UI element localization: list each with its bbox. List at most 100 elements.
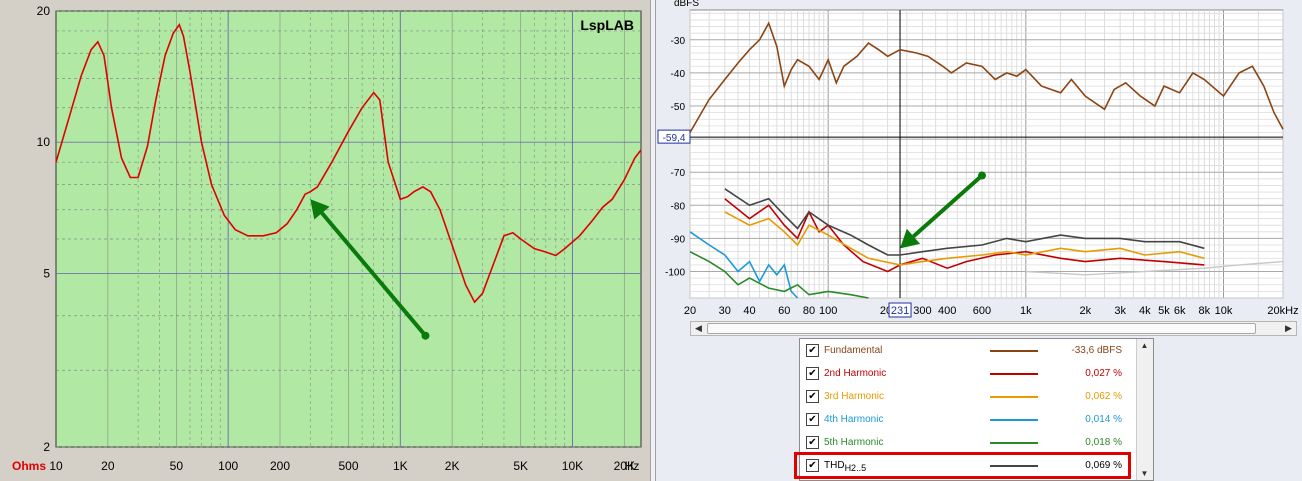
- scroll-left-icon[interactable]: ◀: [695, 323, 702, 333]
- x-tick-label: 500: [338, 459, 358, 473]
- residual-trace: [1025, 260, 1284, 276]
- arrow-tail-dot: [977, 171, 986, 180]
- legend-series-value: 0,018 %: [1085, 437, 1122, 448]
- arrow-shaft: [912, 174, 984, 238]
- visibility-checkbox[interactable]: ✔: [806, 436, 819, 449]
- x-tick-label: 10: [49, 459, 63, 473]
- frequency-scrollbar[interactable]: ◀ ▶: [690, 321, 1297, 336]
- y-unit-label: dBFS: [674, 0, 699, 9]
- panel-splitter[interactable]: [650, 0, 656, 481]
- x-tick-label: 2k: [1080, 305, 1092, 317]
- x-tick-label: 100: [218, 459, 238, 473]
- series-line-3: [724, 211, 1205, 266]
- visibility-checkbox[interactable]: ✔: [806, 344, 819, 357]
- x-tick-label: 400: [938, 305, 956, 317]
- x-tick-label: 50: [170, 459, 184, 473]
- annotation-arrow: [900, 171, 986, 249]
- legend-row[interactable]: ✔ Fundamental -33,6 dBFS: [804, 341, 1126, 361]
- x-tick-label: 40: [743, 305, 755, 317]
- series-line-4: [689, 231, 799, 299]
- y-tick-label: 10: [37, 135, 51, 149]
- legend-series-value: -33,6 dBFS: [1071, 345, 1122, 356]
- cursor-freq-label: 231: [891, 305, 909, 317]
- series-line-1: [689, 21, 1284, 133]
- x-tick-label: 4k: [1139, 305, 1151, 317]
- legend-color-swatch: [990, 465, 1038, 467]
- x-tick-label: 5k: [1158, 305, 1170, 317]
- y-tick-label: -80: [671, 201, 686, 212]
- legend-series-name: Fundamental: [824, 345, 883, 356]
- x-tick-label: 20K: [614, 459, 635, 473]
- y-tick-label: -70: [671, 168, 686, 179]
- x-tick-label: 300: [913, 305, 931, 317]
- harmonics-legend: ✔ Fundamental -33,6 dBFS ✔ 2nd Harmonic 0,027…: [799, 338, 1154, 481]
- y-tick-label: -100: [665, 268, 685, 279]
- legend-color-swatch: [990, 350, 1038, 352]
- y-tick-label: -50: [671, 102, 686, 113]
- legend-row[interactable]: ✔ 3rd Harmonic 0,062 %: [804, 387, 1126, 407]
- x-tick-label: 20: [684, 305, 696, 317]
- x-tick-label: 8k: [1199, 305, 1211, 317]
- chevron-down-icon[interactable]: ▼: [1140, 469, 1149, 478]
- x-tick-label: 3k: [1114, 305, 1126, 317]
- legend-series-name: 3rd Harmonic: [824, 391, 885, 402]
- x-tick-label: 1K: [393, 459, 408, 473]
- visibility-checkbox[interactable]: ✔: [806, 390, 819, 403]
- legend-series-value: 0,027 %: [1085, 368, 1122, 379]
- impedance-trace: [55, 22, 642, 304]
- legend-series-name: 5th Harmonic: [824, 437, 884, 448]
- legend-series-value: 0,014 %: [1085, 414, 1122, 425]
- y-tick-label: -90: [671, 234, 686, 245]
- distortion-plot: dBFS -30 -40 -50 -70 -80 -90 -100 -59,4 20 30 40 60 8…: [657, 0, 1299, 318]
- legend-row[interactable]: ✔ THDH2..5 0,069 %: [804, 456, 1126, 476]
- arrow-shaft: [320, 211, 428, 337]
- scrollbar-thumb[interactable]: [707, 323, 1256, 334]
- legend-row[interactable]: ✔ 2nd Harmonic 0,027 %: [804, 364, 1126, 384]
- legend-series-name: 4th Harmonic: [824, 414, 884, 425]
- x-unit-label: Hz: [625, 459, 640, 473]
- arrow-head: [310, 199, 330, 220]
- y-tick-label: 20: [37, 4, 51, 18]
- thd-highlight-box: [794, 452, 1131, 479]
- legend-row[interactable]: ✔ 5th Harmonic 0,018 %: [804, 433, 1126, 453]
- watermark-logo: LspLAB: [580, 17, 634, 33]
- legend-series-subscript: H2..5: [844, 463, 867, 473]
- legend-color-swatch: [990, 442, 1038, 444]
- chevron-up-icon[interactable]: ▲: [1140, 341, 1149, 350]
- legend-color-swatch: [990, 373, 1038, 375]
- x-tick-label: 200: [270, 459, 290, 473]
- x-tick-label: 20kHz: [1267, 305, 1298, 317]
- x-tick-label: 20: [101, 459, 115, 473]
- y-tick-label: 5: [43, 266, 50, 280]
- y-tick-label: -40: [671, 69, 686, 80]
- x-tick-label: 2K: [445, 459, 460, 473]
- scroll-right-icon[interactable]: ▶: [1285, 323, 1292, 333]
- y-tick-label: 2: [43, 440, 50, 454]
- impedance-plot: 20 10 5 2 10 20 50 100 200 500 1K 2K 5K 10K 20K Ohms Hz L…: [12, 4, 642, 473]
- x-tick-label: 6k: [1174, 305, 1186, 317]
- legend-color-swatch: [990, 419, 1038, 421]
- cursor-level-box: [657, 129, 691, 144]
- legend-series-name: 2nd Harmonic: [824, 368, 887, 379]
- x-tick-label: 5K: [513, 459, 528, 473]
- series-line-2: [724, 198, 1205, 273]
- visibility-checkbox[interactable]: ✔: [806, 367, 819, 380]
- visibility-checkbox[interactable]: ✔: [806, 459, 819, 472]
- legend-row[interactable]: ✔ 4th Harmonic 0,014 %: [804, 410, 1126, 430]
- cursor-freq-box: [888, 302, 912, 318]
- x-tick-label: 1k: [1020, 305, 1032, 317]
- arrow-head: [900, 228, 921, 249]
- visibility-checkbox[interactable]: ✔: [806, 413, 819, 426]
- x-tick-label: 60: [778, 305, 790, 317]
- legend-color-swatch: [990, 396, 1038, 398]
- legend-scrollbar[interactable]: ▲ ▼: [1136, 339, 1153, 480]
- legend-series-value: 0,062 %: [1085, 391, 1122, 402]
- arrow-tail-dot: [421, 331, 430, 340]
- x-tick-label: 10K: [562, 459, 583, 473]
- cursor-level-label: -59,4: [663, 133, 686, 144]
- impedance-plot-panel: 20 10 5 2 10 20 50 100 200 500 1K 2K 5K 10K 20K Ohms Hz L…: [0, 0, 650, 481]
- x-tick-label: 600: [973, 305, 991, 317]
- legend-series-value: 0,069 %: [1085, 460, 1122, 471]
- x-tick-label: 80: [803, 305, 815, 317]
- x-tick-label: 10k: [1215, 305, 1233, 317]
